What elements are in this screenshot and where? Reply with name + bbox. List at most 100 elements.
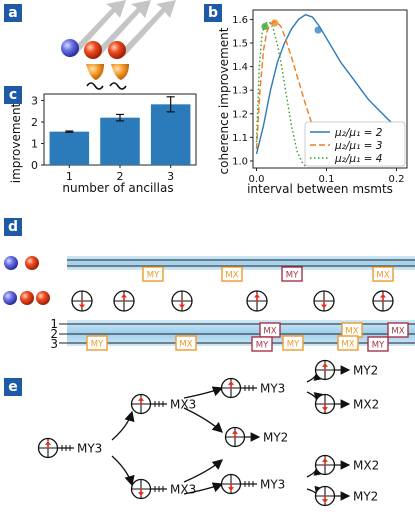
tree-arrow <box>111 455 135 487</box>
panel-label-d: d <box>4 218 22 236</box>
row1-measure-4-label: MX <box>376 271 389 281</box>
series-line-3 <box>255 20 308 168</box>
tree-l1-bottom-spin <box>130 478 152 500</box>
tree-leaf-4-label: MY2 <box>353 490 378 504</box>
line-xtick-label: 0.0 <box>249 174 265 185</box>
bar-ytick-label: 3 <box>31 94 38 107</box>
wire-label-3: 3 <box>50 337 58 351</box>
row2-measure-3-label: MX <box>263 327 276 337</box>
legend-label-2: μ₂/μ₁ = 3 <box>334 140 382 152</box>
line-ytick-label: 1.2 <box>232 109 248 120</box>
row2-measurements: MY MX MX MY MX MY MX MX MY <box>86 322 409 352</box>
spin-arrow-up <box>380 293 386 298</box>
measurement-tree: MY3 MX3 MX3 MY3 MY2 MY3 MY2 MX2 MX2 MY2 <box>37 359 379 507</box>
blue-atom <box>4 256 18 270</box>
ancilla-1 <box>86 64 104 90</box>
line-ytick-label: 1.1 <box>232 133 248 144</box>
row2-measure-9-label: MY <box>372 341 385 351</box>
red-atom <box>84 41 102 59</box>
line-ytick-label: 1.0 <box>232 156 248 167</box>
panel-label-b: b <box>204 4 222 22</box>
tree-l2-mid-spin <box>224 426 246 448</box>
bar-xlabel: number of ancillas <box>62 181 173 195</box>
bar-xtick-label: 2 <box>117 170 124 183</box>
tree-l2-top-label: MY3 <box>260 382 285 396</box>
row2-measure-8-box <box>387 322 409 338</box>
series-marker-3 <box>261 22 269 31</box>
spin-arrow-down <box>322 407 328 412</box>
legend-label-1: μ₂/μ₁ = 2 <box>334 127 383 139</box>
spin-arrow-down <box>322 499 328 504</box>
tree-l2-mid-label: MY2 <box>263 431 288 445</box>
tree-root-spin <box>37 437 59 459</box>
blue-atom <box>61 39 79 57</box>
tree-l2-bottom-spin <box>220 473 242 495</box>
spin-arrow-down <box>321 304 327 309</box>
line-ytick-label: 1.4 <box>232 62 248 73</box>
spin-icon-5 <box>313 290 335 312</box>
row1-measure-1-label: MY <box>147 271 160 281</box>
line-ytick-label: 1.5 <box>232 39 248 50</box>
line-ylabel: coherence improvement <box>217 27 231 174</box>
row2-measure-6-label: MY <box>287 340 300 350</box>
spin-icon-6 <box>372 290 394 312</box>
row1-measure-2-box <box>221 266 243 282</box>
spin-arrow-up <box>254 293 260 298</box>
tree-leaf-4-spin <box>314 485 336 507</box>
row2-measure-2-label: MX <box>179 340 192 350</box>
spin-state-row <box>71 290 394 312</box>
spin-arrow-down <box>228 487 234 492</box>
panel-label-a: a <box>4 4 22 22</box>
line-chart: coherence improvement interval between m… <box>217 9 408 196</box>
spin-arrow-up <box>322 362 328 367</box>
tree-arrow <box>183 386 224 399</box>
field-arrows <box>70 0 176 56</box>
row2-measure-1-box <box>86 335 108 351</box>
bar-3 <box>150 104 191 165</box>
spin-icon-1 <box>71 290 93 312</box>
spin-arrow-up <box>322 457 328 462</box>
row1-measure-3-label: MY <box>286 271 299 281</box>
wire-label-1: 1 <box>50 317 58 331</box>
panel-a <box>61 0 176 90</box>
wire-label-2: 2 <box>50 327 58 341</box>
line-plot-frame <box>252 9 408 169</box>
spin-arrow-up <box>228 380 234 385</box>
series-marker-1 <box>314 26 322 34</box>
spin-icon-3 <box>171 290 193 312</box>
tree-l1-bottom-label: MX3 <box>170 483 196 497</box>
row2-measure-5-label: MX <box>345 327 358 337</box>
line-xtick-label: 0.2 <box>389 174 405 185</box>
bar-1 <box>49 131 90 165</box>
row2-measure-4-label: MY <box>256 341 269 351</box>
line-xtick-label: 0.1 <box>319 174 335 185</box>
tree-l2-bottom-label: MY3 <box>260 478 285 492</box>
legend-label-3: μ₂/μ₁ = 4 <box>334 153 382 165</box>
tree-arrow <box>183 407 223 433</box>
tree-root-label: MY3 <box>77 442 102 456</box>
row2-measure-8-label: MX <box>391 327 404 337</box>
panel-d: MY MX MY MX 1 2 3 MY MX MX MY MX MY MX MX MY <box>3 256 415 352</box>
spin-arrow-up <box>232 429 238 434</box>
bar-ytick-label: 1 <box>31 137 38 150</box>
tree-leaf-2-spin <box>314 393 336 415</box>
bar-2 <box>100 117 140 165</box>
line-ytick-label: 1.3 <box>232 86 248 97</box>
spin-icon-2 <box>113 290 135 312</box>
spin-arrow-up <box>138 396 144 401</box>
spin-arrow-up <box>45 440 51 445</box>
bar-ytick-label: 2 <box>31 116 38 129</box>
tree-leaf-1-label: MY2 <box>353 364 378 378</box>
bar-ylabel: improvement <box>9 102 23 183</box>
panel-label-c: c <box>4 86 22 104</box>
bar-xtick-label: 3 <box>167 170 174 183</box>
row1-measurements: MY MX MY MX <box>142 266 394 282</box>
tree-arrow <box>183 482 224 495</box>
spin-arrow-down <box>79 304 85 309</box>
series-line-2 <box>255 21 328 164</box>
spin-arrow-up <box>121 293 127 298</box>
red-atom <box>25 256 39 270</box>
row2-measure-7-label: MX <box>341 340 354 350</box>
legend-box <box>304 121 406 167</box>
